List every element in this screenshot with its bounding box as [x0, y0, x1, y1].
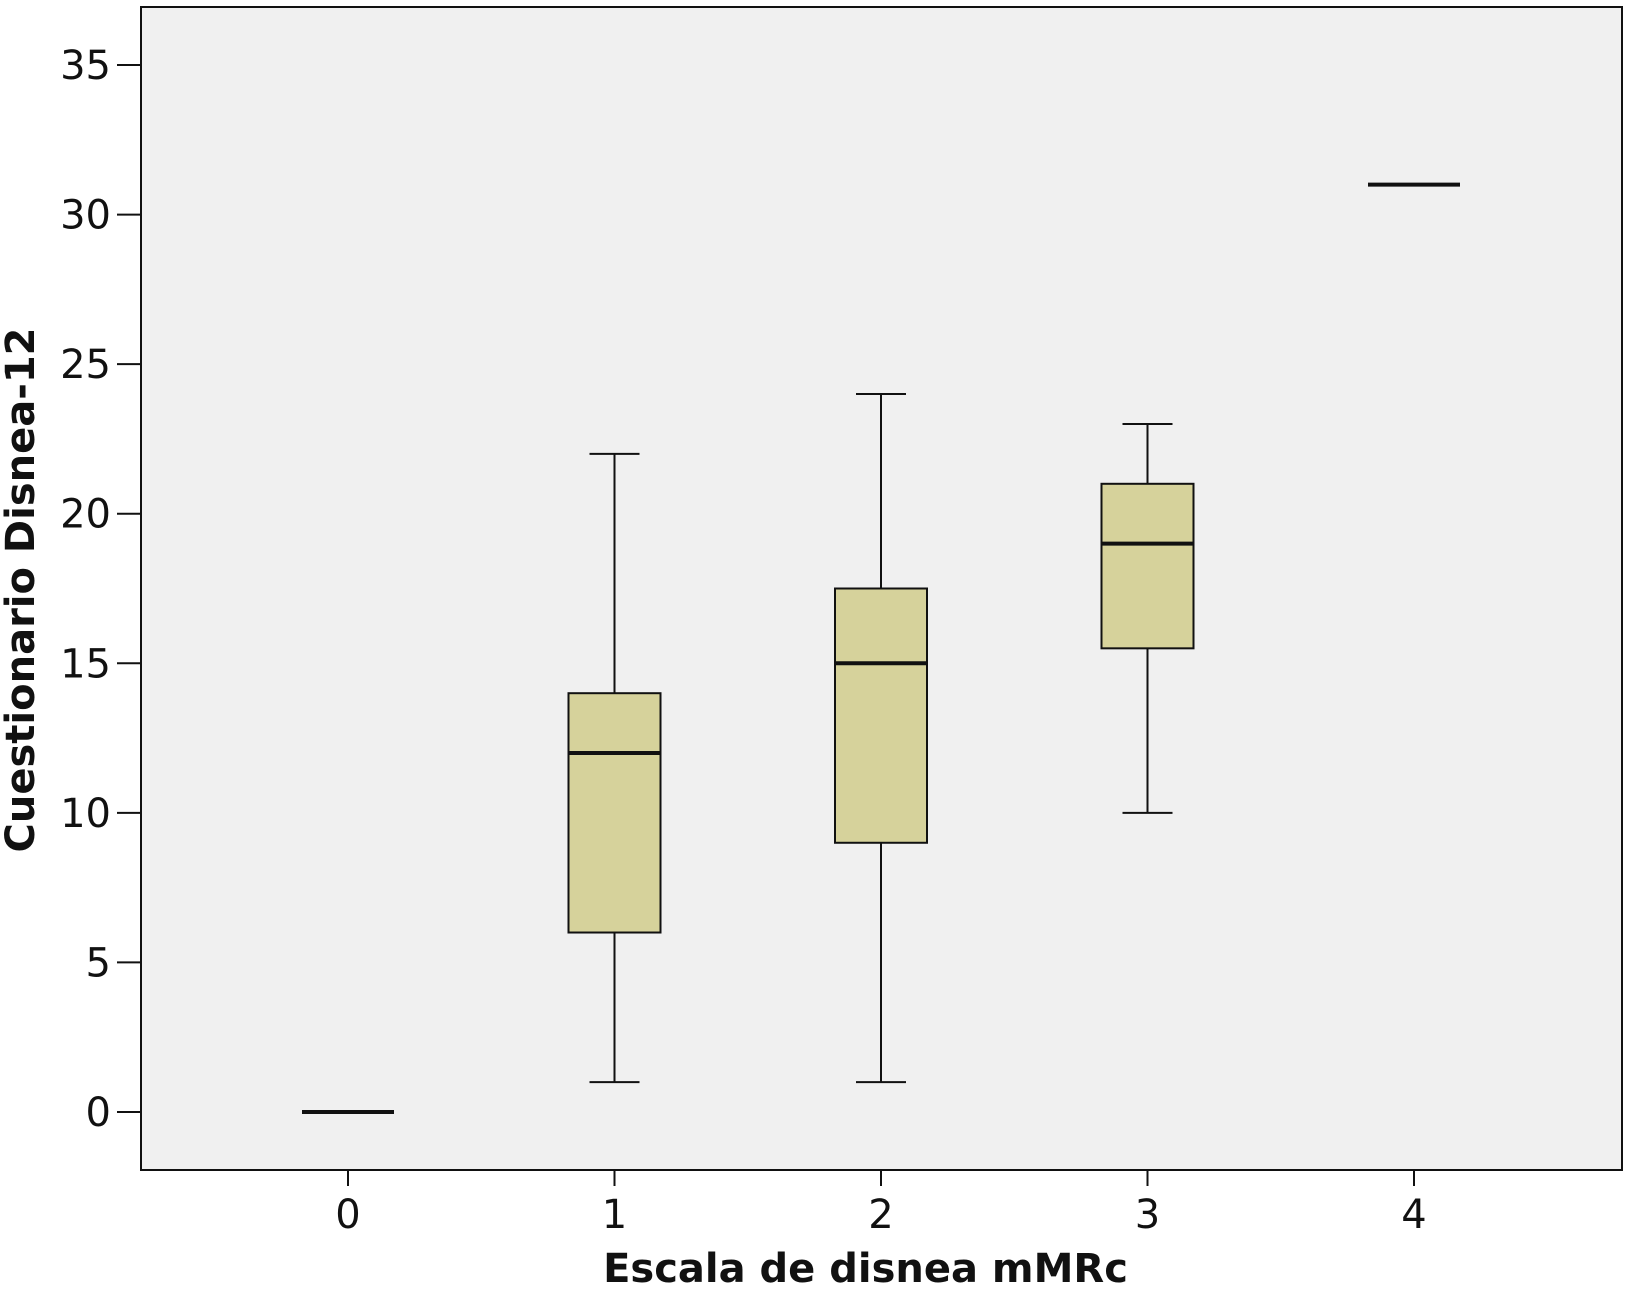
x-tick-label: 2 — [868, 1192, 893, 1238]
x-tick-label: 3 — [1135, 1192, 1160, 1238]
y-axis-title: Cuestionario Disnea-12 — [0, 328, 44, 853]
iqr-box — [834, 587, 928, 844]
x-tick-label: 0 — [335, 1192, 360, 1238]
y-tick-label: 20 — [60, 492, 111, 538]
y-tick-label: 5 — [86, 940, 111, 986]
y-tick-label: 15 — [60, 641, 111, 687]
y-tick-label: 35 — [60, 43, 111, 89]
iqr-box — [1100, 482, 1195, 650]
y-tick-label: 25 — [60, 342, 111, 388]
box-series — [302, 182, 1460, 1114]
box-3 — [1100, 422, 1195, 814]
box-2 — [834, 393, 928, 1084]
x-axis-title: Escala de disnea mMRc — [603, 1246, 1128, 1292]
y-tick-label: 10 — [60, 791, 111, 837]
x-tick-label: 4 — [1401, 1192, 1426, 1238]
y-tick-label: 30 — [60, 193, 111, 239]
y-tick-label: 0 — [86, 1090, 111, 1136]
iqr-box — [567, 692, 662, 934]
y-axis: 0 5 10 15 20 25 30 35 — [60, 43, 141, 1136]
x-axis: 0 1 2 3 4 — [335, 1170, 1427, 1238]
box-1 — [567, 452, 662, 1084]
x-tick-label: 1 — [602, 1192, 627, 1238]
